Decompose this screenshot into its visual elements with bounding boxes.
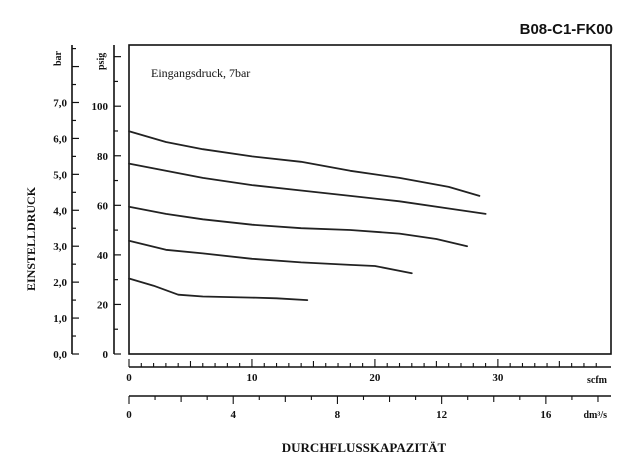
y-bar-tick-label: 5,0 [53, 169, 67, 181]
series-line-1 [128, 130, 481, 197]
y-unit-psig: psig [96, 53, 107, 70]
series-line-3 [128, 205, 469, 248]
y-bar-tick-label: 6,0 [53, 133, 67, 145]
x-axis-title: DURCHFLUSSKAPAZITÄT [282, 440, 447, 455]
y-psig-tick-label: 60 [97, 200, 109, 212]
series-line-4 [128, 239, 413, 275]
x-dm3s-tick-label: 16 [540, 409, 552, 421]
series-group [128, 130, 487, 302]
x-dm3s-tick-label: 4 [230, 409, 236, 421]
x-scfm-tick-label: 0 [126, 372, 132, 384]
x-unit-dm3s: dm³/s [583, 410, 607, 421]
x-dm3s-tick-label: 8 [335, 409, 341, 421]
y-bar-tick-label: 3,0 [53, 241, 67, 253]
plot-frame [128, 44, 612, 355]
y-psig-tick-label: 0 [103, 349, 109, 361]
y-bar-tick-label: 4,0 [53, 205, 67, 217]
y-unit-bar: bar [53, 50, 64, 66]
y-psig-tick-label: 40 [97, 250, 109, 262]
inlet-pressure-annotation: Eingangsdruck, 7bar [151, 66, 250, 80]
y-psig-tick-label: 20 [97, 299, 109, 311]
figure-code: B08-C1-FK00 [520, 21, 613, 38]
y-bar-tick-label: 1,0 [53, 313, 67, 325]
y-bar-tick-label: 0,0 [53, 349, 67, 361]
series-line-5 [128, 277, 309, 302]
x-scfm-tick-label: 20 [369, 372, 381, 384]
y-bar-tick-label: 7,0 [53, 97, 67, 109]
y-axis-title: EINSTELLDRUCK [24, 186, 38, 291]
x-dm3s-tick-label: 12 [436, 409, 448, 421]
y-psig-tick-label: 100 [92, 101, 109, 113]
x-scfm-tick-label: 30 [492, 372, 504, 384]
y-bar-tick-label: 2,0 [53, 277, 67, 289]
series-line-2 [128, 162, 487, 215]
x-dm3s-tick-label: 0 [126, 409, 132, 421]
x-scfm-tick-label: 10 [246, 372, 258, 384]
y-psig-tick-label: 80 [97, 151, 109, 163]
x-unit-scfm: scfm [587, 375, 608, 386]
